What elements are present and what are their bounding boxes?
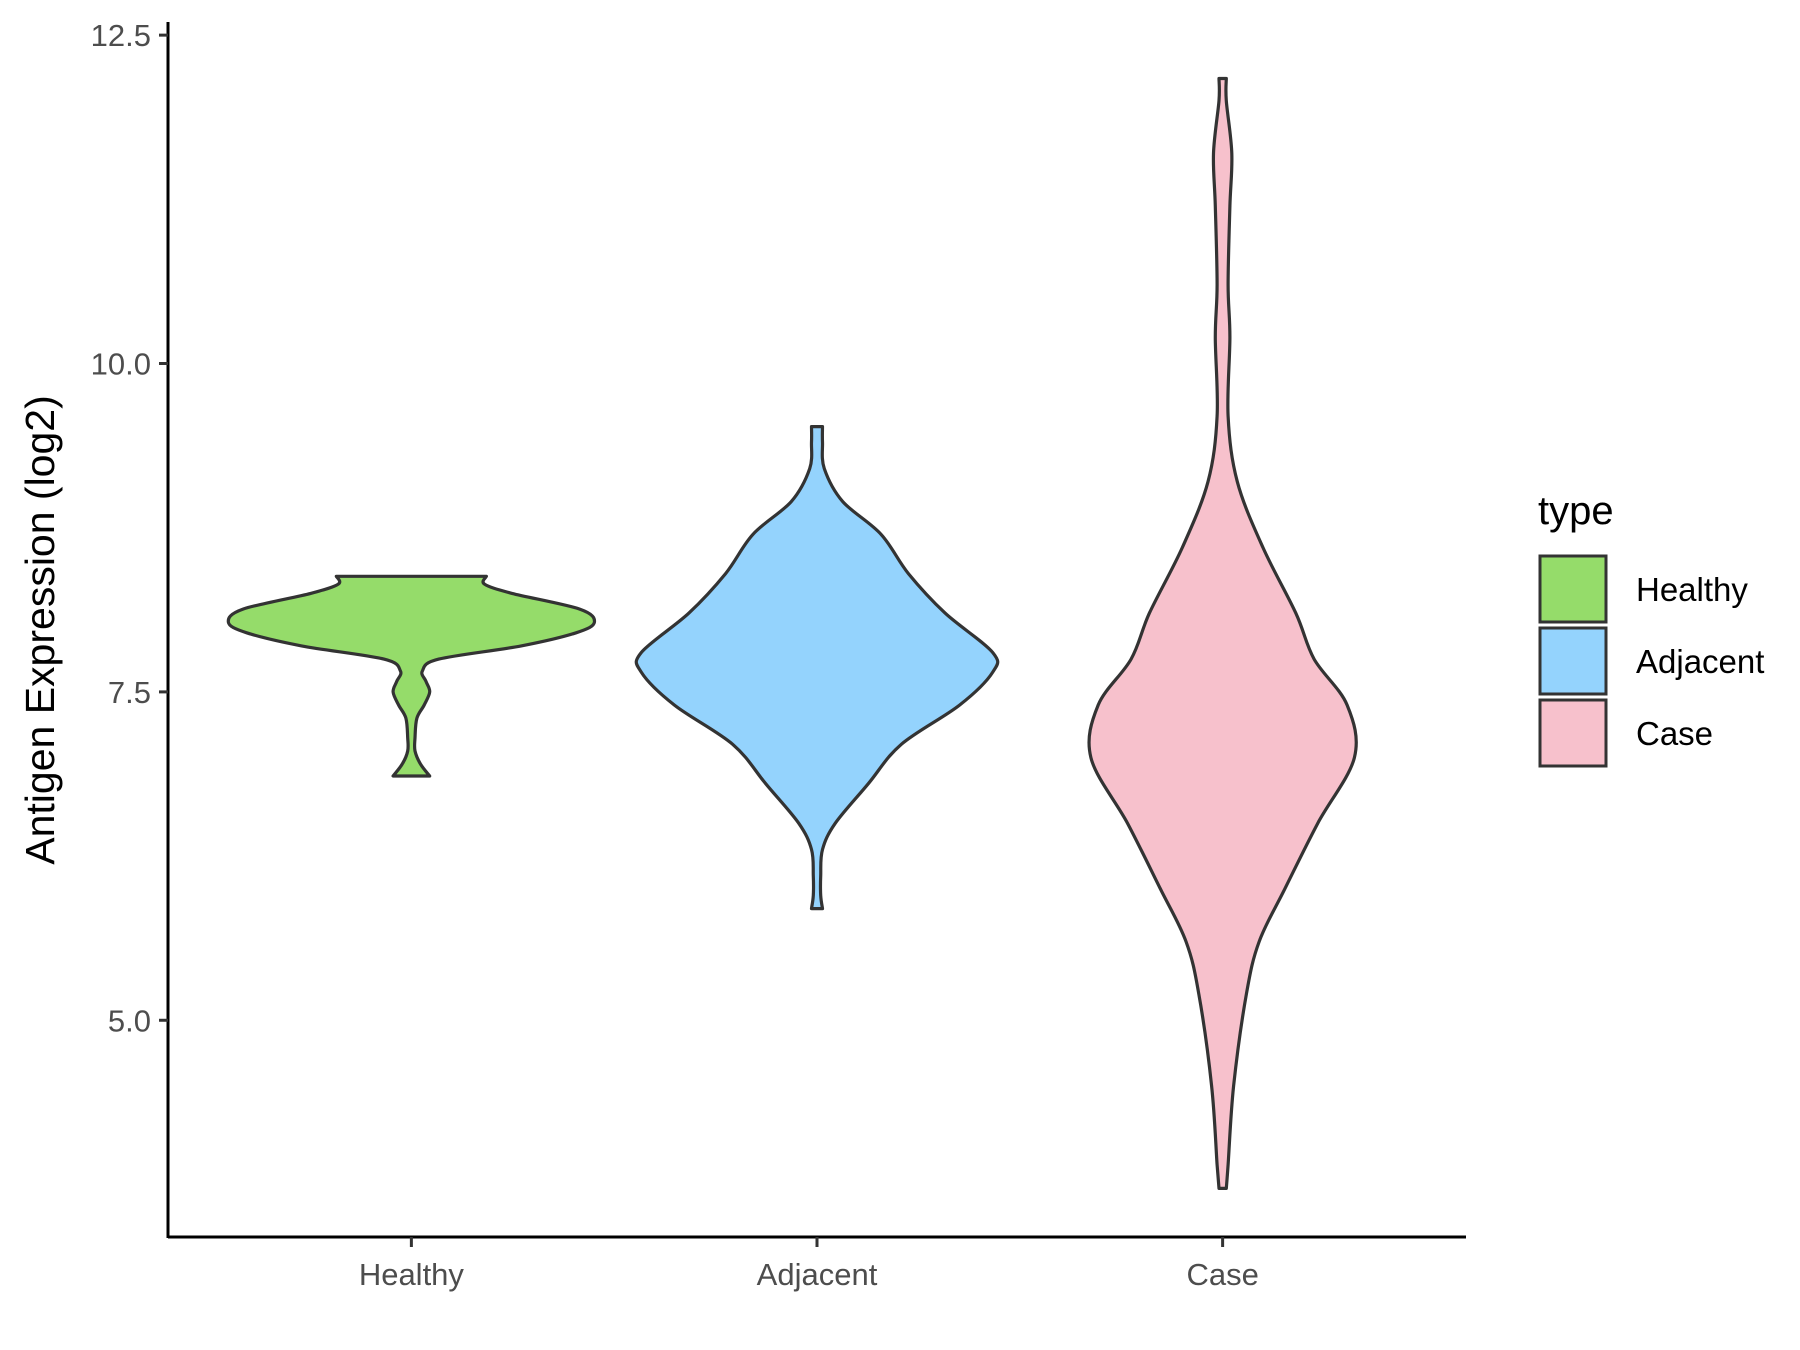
violins-group xyxy=(226,76,1358,1190)
legend: type Healthy Adjacent Case xyxy=(1538,489,1764,768)
y-tick-label: 12.5 xyxy=(91,18,151,53)
x-ticks-group: Healthy Adjacent Case xyxy=(359,1237,1259,1292)
legend-key-adjacent xyxy=(1538,626,1608,696)
legend-entries: Healthy Adjacent Case xyxy=(1538,554,1764,768)
x-tick-label: Healthy xyxy=(359,1257,465,1292)
x-tick-label: Adjacent xyxy=(757,1257,878,1292)
legend-key-case xyxy=(1538,698,1608,768)
violin-healthy xyxy=(226,574,597,778)
x-tick-label: Case xyxy=(1186,1257,1258,1292)
legend-key-healthy xyxy=(1538,554,1608,624)
violin-case xyxy=(1087,76,1358,1190)
y-axis-title: Antigen Expression (log2) xyxy=(17,395,63,864)
violin-adjacent xyxy=(634,425,1000,911)
y-tick-label: 10.0 xyxy=(91,347,151,382)
y-tick-label: 5.0 xyxy=(108,1003,151,1038)
legend-title: type xyxy=(1538,489,1614,533)
y-tick-label: 7.5 xyxy=(108,675,151,710)
legend-label-adjacent: Adjacent xyxy=(1636,643,1764,680)
legend-label-case: Case xyxy=(1636,715,1713,752)
legend-label-healthy: Healthy xyxy=(1636,571,1748,608)
y-ticks-group: 5.0 7.5 10.0 12.5 xyxy=(91,18,168,1038)
